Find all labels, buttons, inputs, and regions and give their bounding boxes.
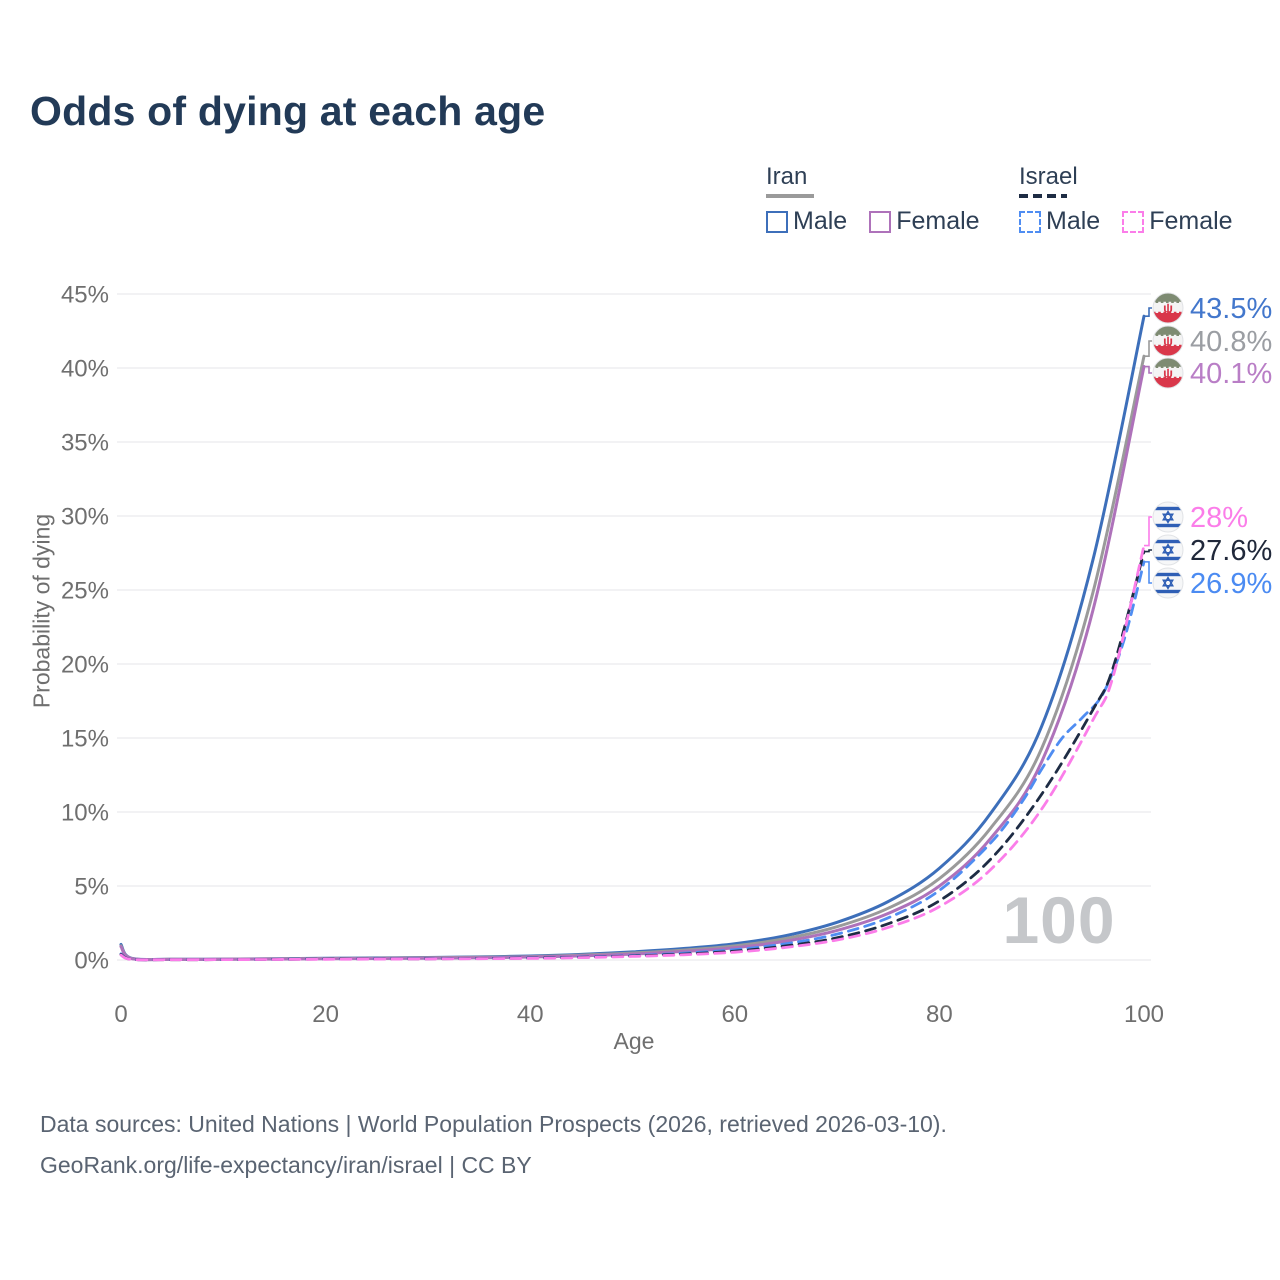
legend-group-israel: Israel Male Female — [1019, 163, 1233, 236]
legend-group-title: Iran — [766, 163, 808, 190]
end-label-value: 28% — [1190, 502, 1248, 534]
legend-group-title: Israel — [1019, 163, 1078, 190]
legend-swatch-iran-female — [869, 210, 892, 233]
legend-item-iran-male[interactable]: Male — [766, 207, 847, 236]
svg-text:ψ: ψ — [1163, 366, 1173, 381]
x-tick-label: 0 — [114, 1001, 127, 1028]
end-label-connector — [1144, 516, 1152, 547]
end-label-connector — [1144, 561, 1152, 584]
end-label-value: 43.5% — [1190, 293, 1272, 325]
iran-flag-icon: ψ — [1152, 357, 1184, 389]
series-line-israel-female[interactable] — [119, 544, 1146, 962]
x-axis-title: Age — [613, 1028, 655, 1054]
y-tick-label: 15% — [61, 726, 109, 753]
legend-item-israel-female[interactable]: Female — [1122, 207, 1233, 236]
legend-item-iran-female[interactable]: Female — [869, 207, 980, 236]
x-tick-label: 20 — [312, 1001, 339, 1028]
footer-sources-line: Data sources: United Nations | World Pop… — [40, 1111, 947, 1137]
end-label-connector — [1144, 340, 1152, 357]
legend-item-label: Male — [1046, 207, 1101, 235]
y-tick-label: 30% — [61, 504, 109, 531]
end-label-connector — [1144, 365, 1152, 374]
y-tick-label: 45% — [61, 282, 109, 309]
y-tick-label: 35% — [61, 430, 109, 457]
series-line-israel-both-sexes[interactable] — [119, 550, 1146, 962]
end-label-connector — [1144, 307, 1152, 317]
end-label-value: 26.9% — [1190, 568, 1272, 600]
israel-flag-icon — [1152, 567, 1184, 599]
y-tick-label: 0% — [74, 948, 109, 975]
israel-flag-icon — [1152, 501, 1184, 533]
y-tick-label: 5% — [74, 874, 109, 901]
israel-flag-icon — [1152, 534, 1184, 566]
x-tick-label: 100 — [1124, 1001, 1164, 1028]
legend-swatch-israel-female — [1122, 210, 1145, 233]
end-label-value: 40.1% — [1190, 358, 1272, 390]
series-line-iran-male[interactable] — [119, 314, 1146, 962]
y-axis-title: Probability of dying — [28, 513, 55, 709]
svg-text:ψ: ψ — [1163, 334, 1173, 349]
iran-flag-icon: ψ — [1152, 325, 1184, 357]
end-label-connector — [1144, 549, 1152, 553]
age-watermark: 100 — [1002, 883, 1115, 957]
legend-swatch-israel-male — [1019, 210, 1041, 233]
y-tick-label: 25% — [61, 578, 109, 605]
legend-country-swatch-israel — [1019, 194, 1067, 198]
legend-item-label: Male — [793, 207, 848, 235]
footer: Data sources: United Nations | World Pop… — [40, 1104, 947, 1186]
x-tick-label: 40 — [517, 1001, 544, 1028]
svg-text:ψ: ψ — [1163, 301, 1173, 316]
x-tick-label: 80 — [926, 1001, 953, 1028]
legend-swatch-iran-male — [766, 210, 788, 233]
legend-item-israel-male[interactable]: Male — [1019, 207, 1100, 236]
x-tick-label: 60 — [721, 1001, 748, 1028]
legend-group-iran: Iran Male Female — [766, 163, 980, 236]
legend-country-swatch-iran — [766, 194, 814, 198]
end-label-value: 27.6% — [1190, 535, 1272, 567]
footer-attribution-line: GeoRank.org/life-expectancy/iran/israel … — [40, 1152, 532, 1178]
page-title: Odds of dying at each age — [30, 88, 546, 134]
iran-flag-icon: ψ — [1152, 292, 1184, 324]
legend-item-label: Female — [896, 207, 980, 235]
series-line-israel-male[interactable] — [119, 560, 1146, 962]
end-label-value: 40.8% — [1190, 326, 1272, 358]
y-tick-label: 20% — [61, 652, 109, 679]
y-tick-label: 10% — [61, 800, 109, 827]
legend-item-label: Female — [1149, 207, 1233, 235]
y-tick-label: 40% — [61, 356, 109, 383]
